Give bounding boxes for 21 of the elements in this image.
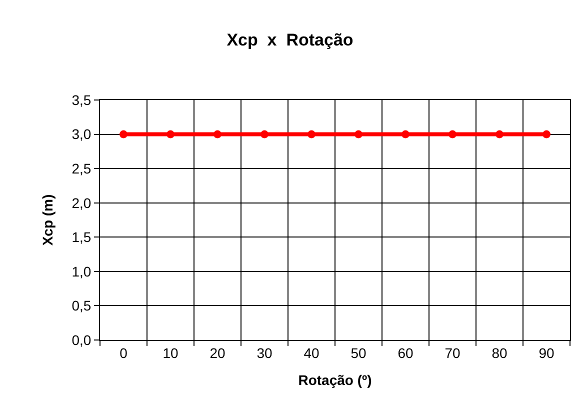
y-tick-label: 0,5: [72, 298, 92, 314]
x-tick-label: 80: [492, 344, 508, 361]
x-axis-title: Rotação (º): [298, 372, 372, 388]
y-tick-label: 0,0: [72, 332, 92, 348]
y-tick-label: 2,0: [72, 194, 92, 211]
x-tick-label: 70: [444, 344, 460, 361]
y-tick-label: 3,5: [72, 92, 92, 108]
x-tick-label: 40: [304, 344, 320, 361]
y-tick-label: 1,5: [72, 229, 92, 246]
x-tick-label: 0: [120, 344, 128, 361]
y-tick-label: 3,0: [72, 126, 92, 142]
y-tick-label: 2,5: [72, 160, 92, 176]
chart-title: Xcp x Rotação: [226, 30, 354, 50]
x-tick-label: 90: [538, 344, 554, 361]
x-tick-label: 20: [210, 344, 226, 361]
x-tick-label: 50: [350, 344, 366, 361]
x-tick-label: 10: [162, 344, 178, 361]
x-tick-label: 60: [398, 344, 414, 361]
y-tick-label: 1,0: [72, 263, 92, 280]
x-tick-label: 30: [256, 344, 272, 361]
y-axis-title: Xcp (m): [39, 194, 56, 246]
